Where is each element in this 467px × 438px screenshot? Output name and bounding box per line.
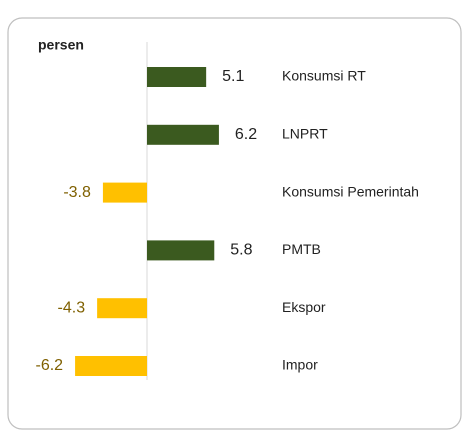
category-label: Impor	[282, 357, 318, 373]
bar	[102, 182, 147, 203]
value-label: 6.2	[235, 126, 257, 143]
value-label: -6.2	[36, 357, 64, 374]
bar	[147, 240, 215, 261]
category-label: LNPRT	[282, 126, 328, 142]
bar	[75, 356, 147, 376]
bar	[97, 298, 147, 319]
category-label: Konsumsi Pemerintah	[282, 183, 419, 199]
category-label: PMTB	[282, 241, 321, 257]
bar	[147, 124, 219, 145]
value-label: -4.3	[58, 299, 86, 316]
value-label: 5.8	[230, 242, 252, 259]
chart-frame	[7, 17, 462, 430]
bar	[147, 67, 207, 87]
value-label: 5.1	[222, 68, 244, 85]
value-label: -3.8	[63, 184, 91, 201]
unit-label: persen	[38, 37, 84, 53]
category-label: Ekspor	[282, 299, 326, 315]
category-label: Konsumsi RT	[282, 68, 366, 84]
